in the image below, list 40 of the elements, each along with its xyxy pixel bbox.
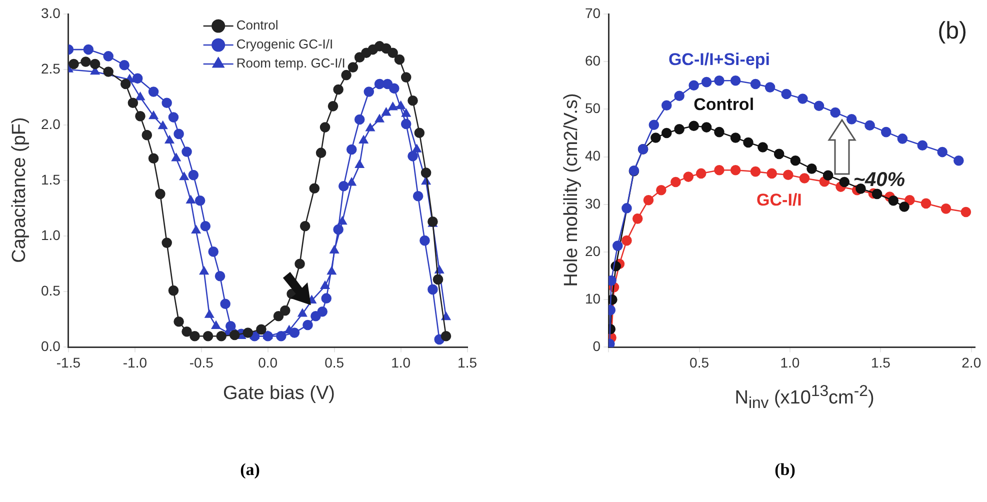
x-tick-label: -1.0 — [122, 354, 148, 370]
y-axis-title: Hole mobility (cm2/V.s) — [561, 93, 583, 287]
x-tick-label: 1.0 — [391, 354, 411, 370]
x-tick-label: 0.0 — [258, 354, 278, 370]
text: (b) — [774, 460, 796, 480]
x-axis-title: N$_{inv}$ (x10$^{13}$cm$^{-2}$) — [734, 383, 874, 414]
y-tick-label: 50 — [584, 100, 601, 116]
y-tick-label: 1.0 — [40, 226, 61, 243]
x-tick-label: 1.5 — [870, 354, 891, 370]
y-tick-label: 20 — [584, 242, 601, 259]
y-tick-label: 0.5 — [40, 282, 61, 299]
x-axis-title: Gate bias (V) — [223, 383, 335, 405]
x-tick-label: 0.5 — [324, 354, 344, 370]
series-label: Control — [694, 95, 754, 114]
y-tick-label: 30 — [584, 195, 601, 212]
x-tick-label: -0.5 — [189, 354, 214, 370]
y-tick-label: 10 — [584, 290, 601, 306]
y-tick-label: 0 — [592, 338, 601, 354]
text: (a) — [240, 460, 260, 480]
legend-label: Control — [236, 18, 278, 33]
annotation: ~40% — [853, 169, 906, 192]
y-tick-label: 3.0 — [40, 4, 61, 21]
x-tick-label: 1.5 — [458, 354, 478, 370]
y-tick-label: 2.0 — [40, 116, 61, 132]
x-tick-label: -1.5 — [56, 354, 81, 370]
series-label: GC-I/I — [756, 190, 802, 210]
y-axis-title: Capacitance (pF) — [9, 117, 31, 263]
y-tick-label: 60 — [584, 52, 601, 68]
y-tick-label: 2.5 — [40, 60, 61, 76]
legend-label: Room temp. GC-I/I — [236, 56, 346, 71]
y-tick-label: 1.5 — [40, 171, 61, 188]
series-label: GC-I/I+Si-epi — [668, 50, 770, 69]
legend-label: Cryogenic GC-I/I — [236, 36, 334, 52]
y-tick-label: 40 — [584, 148, 601, 164]
y-tick-label: 0.0 — [40, 338, 61, 354]
x-tick-label: 2.0 — [962, 354, 982, 370]
x-tick-label: 0.5 — [690, 354, 710, 370]
x-tick-label: 1.0 — [780, 354, 800, 370]
y-tick-label: 70 — [584, 4, 601, 21]
annotation: (b) — [938, 18, 967, 45]
